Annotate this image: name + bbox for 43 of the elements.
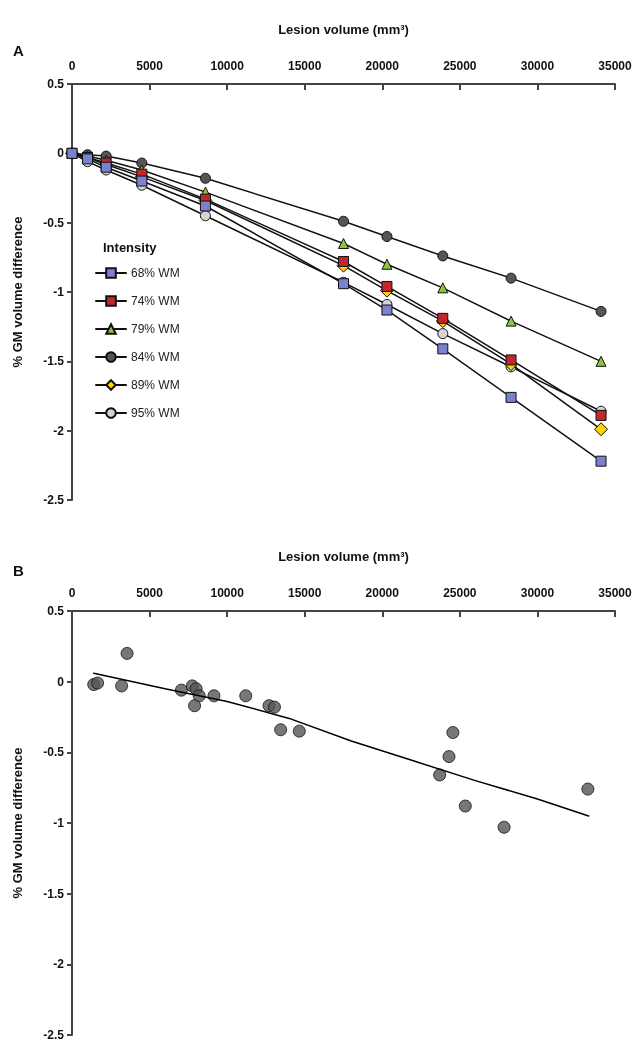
x-tick-label: 10000 — [210, 586, 245, 600]
x-tick-label: 5000 — [136, 59, 164, 73]
legend-label: 74% WM — [131, 294, 180, 308]
y-tick-label: -0.5 — [43, 745, 65, 760]
y-axis-title: % GM volume difference — [10, 216, 25, 368]
x-tick-label: 10000 — [210, 59, 245, 73]
x-tick-label: 5000 — [136, 586, 164, 600]
y-tick-label: -1.5 — [43, 886, 65, 901]
chart-title: B — [13, 562, 24, 579]
x-tick-label: 0 — [68, 59, 76, 73]
x-tick-label: 25000 — [443, 586, 477, 600]
x-tick-label: 35000 — [598, 586, 633, 600]
x-tick-label: 30000 — [520, 59, 555, 73]
x-axis-title: Lesion volume (mm³) — [278, 22, 409, 37]
legend-label: 95% WM — [131, 406, 180, 420]
x-tick-label: 25000 — [443, 59, 477, 73]
chart-title: A — [13, 42, 24, 59]
y-tick-label: -1 — [53, 816, 65, 830]
legend-label: 79% WM — [131, 322, 180, 336]
x-tick-label: 30000 — [520, 586, 555, 600]
y-tick-label: 0.5 — [47, 604, 65, 618]
y-tick-label: -2 — [53, 423, 65, 438]
x-tick-label: 15000 — [288, 59, 322, 73]
y-tick-label: -1.5 — [43, 354, 65, 369]
x-tick-label: 15000 — [288, 586, 322, 600]
legend-label: 84% WM — [131, 350, 180, 364]
y-tick-label: 0.5 — [47, 77, 65, 91]
x-axis-title: Lesion volume (mm³) — [278, 549, 409, 564]
y-tick-label: -2 — [53, 957, 65, 972]
x-tick-label: 20000 — [365, 586, 400, 600]
x-tick-label: 20000 — [365, 59, 400, 73]
y-axis-title: % GM volume difference — [10, 747, 25, 899]
x-tick-label: 35000 — [598, 59, 633, 73]
y-tick-label: 0 — [57, 674, 65, 689]
y-tick-label: -2.5 — [43, 1028, 65, 1042]
legend-title: Intensity — [103, 240, 158, 255]
legend-label: 68% WM — [131, 266, 180, 280]
x-tick-label: 0 — [68, 586, 76, 600]
legend-label: 89% WM — [131, 378, 180, 392]
y-tick-label: -1 — [53, 285, 65, 299]
y-tick-label: -2.5 — [43, 493, 65, 507]
y-tick-label: 0 — [57, 146, 65, 161]
y-tick-label: -0.5 — [43, 215, 65, 230]
